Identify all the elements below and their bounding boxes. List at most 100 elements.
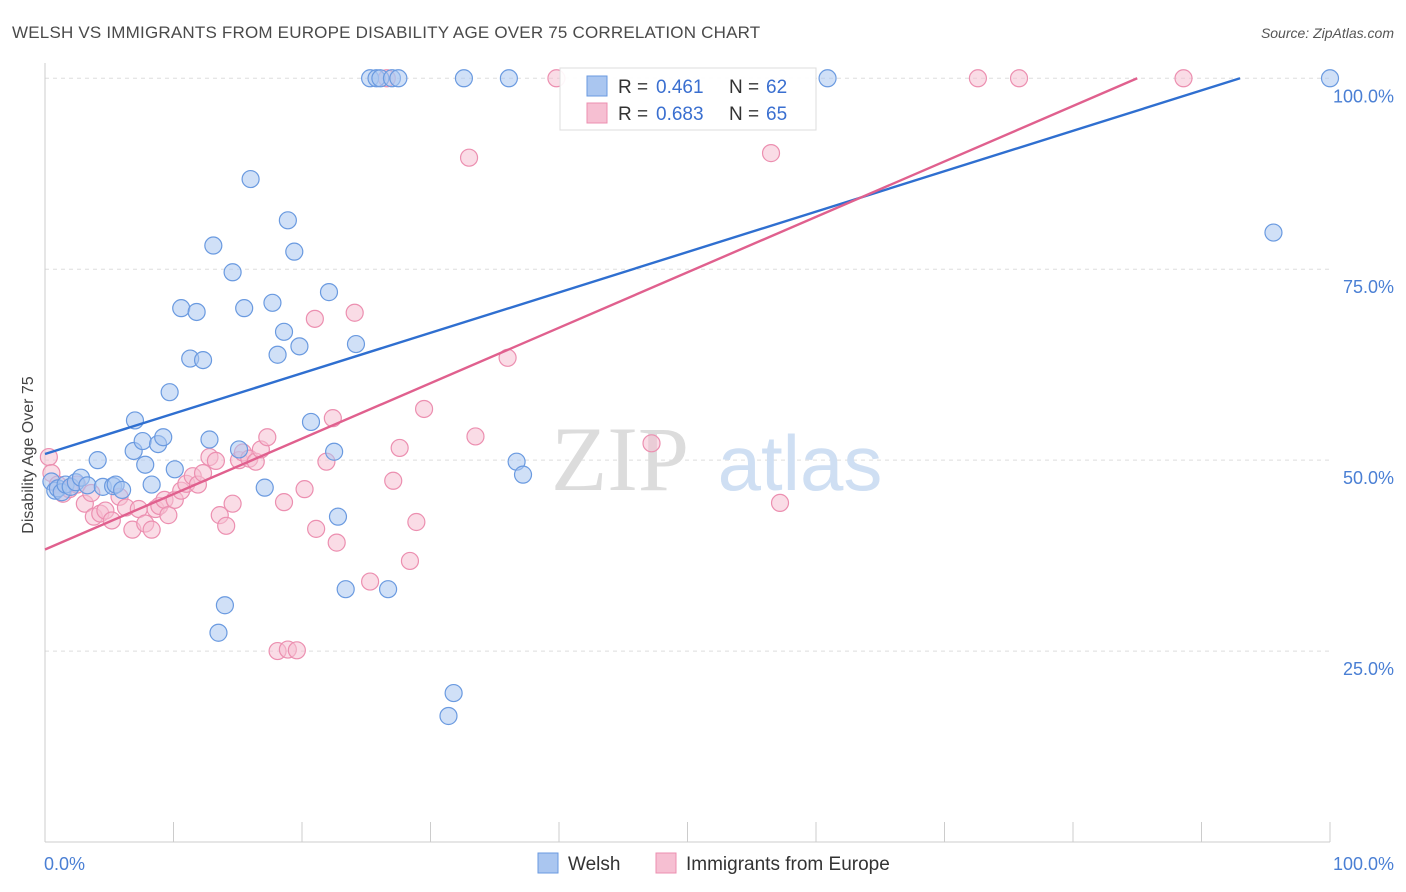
point-welsh: [200, 430, 219, 449]
legend-swatch-imm: [586, 102, 608, 124]
point-welsh: [78, 476, 97, 495]
x-tick-label-max: 100.0%: [1333, 854, 1394, 874]
y-tick-labels: 25.0% 50.0% 75.0% 100.0%: [1333, 86, 1394, 679]
point-imm: [142, 520, 161, 539]
point-imm: [295, 480, 314, 499]
watermark-atlas: atlas: [718, 419, 883, 507]
bottom-legend: Welsh Immigrants from Europe: [537, 852, 890, 875]
point-welsh: [346, 334, 366, 354]
trend-line-welsh: [44, 77, 1241, 456]
point-welsh: [133, 431, 152, 451]
point-welsh: [319, 283, 339, 302]
legend-swatch-welsh: [586, 75, 608, 97]
point-imm: [327, 533, 346, 552]
point-imm: [287, 641, 306, 660]
point-welsh: [285, 242, 304, 261]
point-imm: [1009, 69, 1029, 88]
y-tick-label: 75.0%: [1343, 277, 1394, 297]
y-tick-label: 50.0%: [1343, 468, 1394, 488]
point-welsh: [263, 293, 282, 312]
point-welsh: [235, 299, 254, 318]
trend-line-imm: [44, 77, 1138, 551]
point-welsh: [142, 475, 161, 494]
point-imm: [384, 471, 403, 490]
legend-n-label-welsh: N =: [729, 77, 759, 98]
point-welsh: [209, 623, 228, 642]
legend-r-label-imm: R =: [618, 104, 648, 125]
watermark-zip: ZIP: [551, 408, 689, 510]
point-imm: [400, 551, 420, 571]
point-welsh: [499, 69, 518, 88]
point-welsh: [1264, 223, 1283, 242]
point-welsh: [204, 236, 223, 255]
point-welsh: [172, 299, 191, 318]
point-welsh: [389, 69, 408, 88]
point-welsh: [290, 337, 309, 356]
point-imm: [968, 69, 988, 88]
point-imm: [274, 493, 294, 512]
point-welsh: [112, 480, 132, 500]
point-welsh: [444, 683, 463, 703]
legend-n-value-imm: 65: [766, 104, 787, 125]
point-imm: [459, 148, 479, 167]
series-immigrants-points: [39, 69, 1193, 661]
point-imm: [414, 399, 434, 419]
point-welsh: [325, 442, 344, 461]
point-imm: [1174, 69, 1193, 88]
legend-r-value-imm: 0.683: [656, 104, 704, 125]
y-tick-label: 25.0%: [1343, 659, 1394, 679]
point-imm: [223, 494, 242, 513]
point-welsh: [154, 428, 173, 447]
grid-lines: [45, 77, 1330, 652]
point-welsh: [513, 465, 533, 484]
point-welsh: [165, 460, 184, 479]
point-imm: [407, 512, 426, 532]
legend-r-label-welsh: R =: [618, 77, 648, 98]
point-welsh: [301, 412, 321, 432]
point-imm: [642, 434, 661, 453]
legend-n-value-welsh: 62: [766, 77, 787, 98]
watermark: ZIP atlas: [551, 408, 882, 510]
point-imm: [307, 519, 326, 538]
point-imm: [390, 438, 409, 458]
point-welsh: [278, 211, 297, 230]
bottom-legend-label-imm: Immigrants from Europe: [686, 854, 890, 875]
point-imm: [770, 493, 790, 513]
trend-lines: [44, 77, 1241, 551]
series-welsh-points: [42, 69, 1340, 726]
point-welsh: [268, 345, 287, 364]
bottom-legend-swatch-imm: [655, 852, 677, 874]
point-imm: [258, 428, 277, 447]
point-welsh: [1320, 69, 1340, 88]
point-imm: [159, 506, 178, 525]
point-imm: [206, 451, 226, 471]
y-axis-label: Disability Age Over 75: [20, 376, 37, 534]
point-imm: [305, 309, 324, 328]
point-welsh: [241, 169, 260, 189]
point-welsh: [328, 507, 348, 526]
point-welsh: [336, 580, 355, 599]
point-welsh: [229, 440, 249, 459]
point-welsh: [274, 322, 294, 341]
point-welsh: [255, 478, 274, 497]
point-imm: [217, 516, 236, 535]
point-welsh: [439, 706, 458, 726]
point-imm: [466, 427, 485, 446]
point-welsh: [193, 350, 213, 370]
chart-title: WELSH VS IMMIGRANTS FROM EUROPE DISABILI…: [12, 23, 760, 42]
chart-source: Source: ZipAtlas.com: [1261, 25, 1394, 41]
point-welsh: [160, 383, 179, 402]
x-tick-label-min: 0.0%: [44, 854, 85, 874]
point-imm: [761, 144, 781, 163]
bottom-legend-label-welsh: Welsh: [568, 854, 620, 875]
point-welsh: [378, 580, 398, 599]
legend-box: R = 0.461 N = 62 R = 0.683 N = 65: [559, 67, 817, 131]
point-welsh: [88, 451, 107, 470]
point-welsh: [136, 455, 155, 474]
point-welsh: [454, 69, 474, 88]
y-tick-label: 100.0%: [1333, 86, 1394, 106]
bottom-legend-swatch-welsh: [537, 852, 559, 874]
point-imm: [345, 303, 364, 322]
point-welsh: [223, 263, 242, 282]
